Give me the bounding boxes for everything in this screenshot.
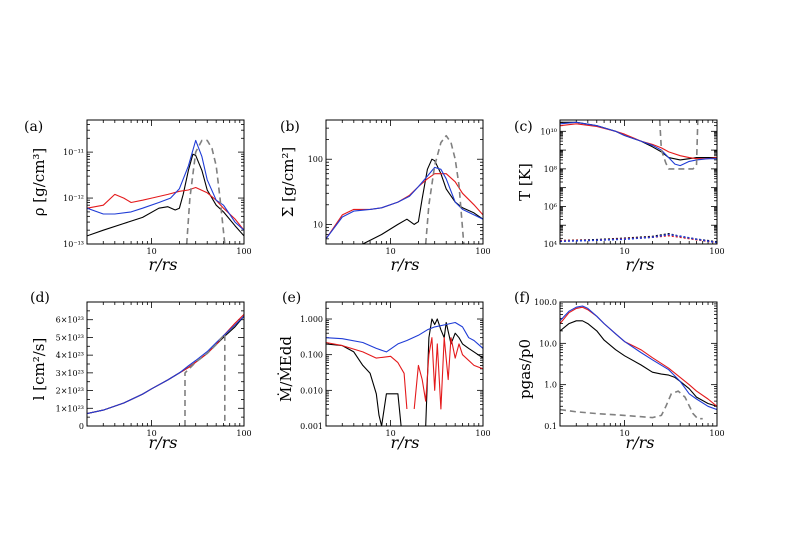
x-tick-label: 10	[146, 429, 156, 438]
panel-d-plot: 10 100 0 1×10²³ 2×10²³ 3×10²³ 4×10²³ 5×10²³ 6×10…	[56, 301, 252, 438]
series-line-1	[87, 314, 244, 415]
y-tick-label: 10⁴	[544, 240, 557, 249]
panel-a-ylabel: ρ [g/cm³]	[30, 148, 48, 217]
panel-e-xlabel: r/rs	[391, 433, 420, 452]
x-tick-label: 100	[236, 429, 251, 438]
series-line-3	[560, 390, 703, 420]
panel-b-plot: 10 100 10 100	[308, 119, 491, 256]
y-tick-label: 1×10²³	[56, 404, 84, 413]
series-line-2	[87, 315, 244, 415]
x-tick-label: 10	[619, 429, 629, 438]
plot-frame	[325, 301, 484, 427]
y-tick-label: 0.1	[544, 422, 557, 431]
y-tick-label: 0.001	[300, 422, 323, 431]
panel-d-label: (d)	[30, 290, 50, 306]
series-line-0	[560, 320, 717, 407]
y-tick-label: 3×10²³	[56, 369, 84, 378]
panel-d-ylabel: l [cm²/s]	[30, 338, 48, 401]
series-line-2	[560, 305, 717, 411]
y-tick-label: 6×10²³	[56, 316, 84, 325]
panel-a-xlabel: r/rs	[149, 255, 178, 274]
y-tick-label: 4×10²³	[56, 351, 84, 360]
panel-e-ylabel: Ṁ/ṀEdd	[277, 336, 295, 402]
panel-c-plot: 10 100 10⁴ 10⁶ 10⁸ 10¹⁰	[540, 119, 725, 256]
y-tick-label: 0.100	[300, 351, 323, 360]
y-tick-label: 0.010	[300, 386, 323, 395]
panel-f: (f) pgas/p0 r/rs 10 100 0.1 1.0 10.0 100.0	[514, 290, 725, 452]
panel-f-plot: 10 100 0.1 1.0 10.0 100.0	[534, 298, 725, 438]
series-line-3	[185, 139, 226, 244]
series-line-2	[326, 166, 483, 240]
series-line-0	[87, 315, 244, 415]
panel-d-xlabel: r/rs	[149, 433, 178, 452]
panel-c-label: (c)	[514, 119, 533, 135]
series-line-0	[560, 121, 717, 161]
series-line-5	[560, 234, 717, 244]
y-tick-label: 100.0	[534, 298, 557, 307]
series-line-2	[560, 121, 717, 167]
y-tick-label: 10	[313, 220, 323, 229]
y-tick-label: 1.000	[300, 315, 323, 324]
series-line-2	[326, 341, 408, 410]
y-tick-label: 5×10²³	[56, 333, 84, 342]
y-tick-label: 100	[308, 155, 323, 164]
panel-f-xlabel: r/rs	[626, 433, 655, 452]
panel-b-xlabel: r/rs	[391, 255, 420, 274]
plot-frame	[86, 301, 245, 427]
panel-d: (d) l [cm²/s] r/rs 10 100 0 1×10²³ 2×10²³ 3×1…	[30, 290, 252, 452]
panel-e-plot: 10 100 0.001 0.010 0.100 1.000	[300, 301, 491, 438]
series-line-1	[560, 306, 717, 407]
x-tick-label: 10	[385, 429, 395, 438]
panel-e: (e) Ṁ/ṀEdd r/rs 10 100 0.001 0.010 0.100 1.00…	[277, 290, 491, 452]
panel-c-ylabel: T [K]	[516, 163, 534, 201]
y-tick-label: 1.0	[544, 381, 557, 390]
panel-b: (b) Σ [g/cm²] r/rs 10 100 10 100	[279, 119, 491, 274]
series-line-2	[87, 139, 244, 231]
series-line-3	[413, 337, 483, 410]
plot-frame	[559, 301, 718, 427]
panel-a-plot: 10 100 10⁻¹³ 10⁻¹² 10⁻¹¹	[63, 119, 252, 256]
x-tick-label: 10	[385, 247, 395, 256]
panel-a-label: (a)	[24, 119, 43, 135]
y-tick-label: 2×10²³	[56, 387, 84, 396]
panel-c-xlabel: r/rs	[626, 255, 655, 274]
x-tick-label: 100	[475, 247, 490, 256]
y-tick-label: 10¹⁰	[540, 127, 557, 136]
x-tick-label: 10	[619, 247, 629, 256]
series-line-0	[326, 158, 483, 244]
series-line-4	[326, 321, 483, 353]
series-line-3	[184, 333, 226, 426]
y-tick-label: 10⁸	[544, 165, 557, 174]
series-line-3	[424, 134, 465, 244]
panel-a: (a) ρ [g/cm³] r/rs 10 100 10⁻¹³ 10⁻¹² 10⁻¹¹	[24, 119, 252, 274]
series-line-1	[425, 318, 483, 426]
plot-frame	[86, 119, 245, 245]
panel-b-label: (b)	[280, 119, 300, 135]
x-tick-label: 100	[475, 429, 490, 438]
series-line-6	[560, 233, 717, 244]
y-tick-label: 10⁻¹³	[63, 240, 84, 249]
series-line-3	[658, 120, 699, 170]
y-tick-label: 0	[79, 422, 84, 431]
series-line-1	[87, 186, 244, 231]
x-tick-label: 10	[146, 247, 156, 256]
panel-e-label: (e)	[282, 290, 301, 306]
y-tick-label: 10⁶	[544, 202, 557, 211]
y-tick-label: 10.0	[539, 339, 557, 348]
x-tick-label: 100	[709, 429, 724, 438]
y-tick-label: 10⁻¹²	[63, 194, 84, 203]
y-tick-label: 10⁻¹¹	[63, 148, 84, 157]
x-tick-label: 100	[236, 247, 251, 256]
series-line-0	[87, 153, 244, 237]
panel-c: (c) T [K] r/rs 10 100 10⁴ 10⁶ 10⁸ 10¹⁰	[514, 119, 725, 274]
plot-frame	[325, 119, 484, 245]
x-tick-label: 100	[709, 247, 724, 256]
series-line-0	[326, 343, 402, 426]
panel-f-ylabel: pgas/p0	[516, 339, 534, 399]
panel-b-ylabel: Σ [g/cm²]	[279, 147, 297, 217]
series-line-1	[560, 123, 717, 160]
plot-frame	[559, 119, 718, 245]
panel-f-label: (f)	[514, 290, 530, 306]
